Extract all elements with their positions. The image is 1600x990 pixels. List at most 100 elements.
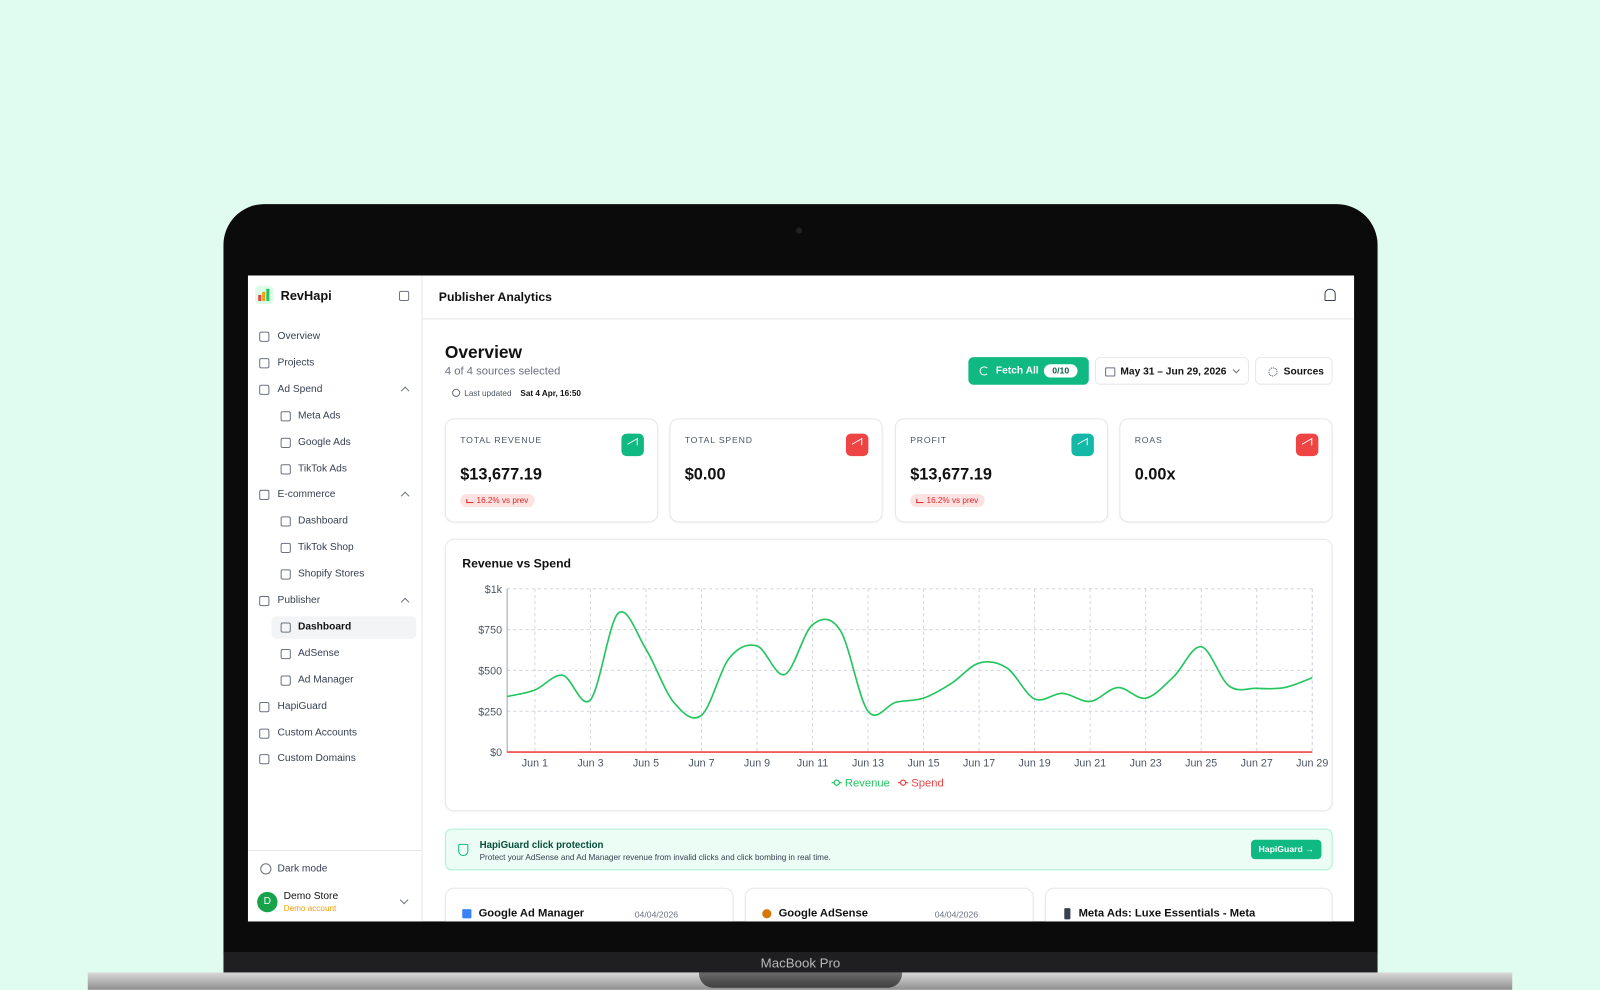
nav-label: Publisher [277, 594, 321, 607]
nav-item[interactable]: Custom Accounts [254, 722, 416, 744]
source-card[interactable]: Meta Ads: Luxe Essentials - Meta [1044, 887, 1333, 922]
nav-item[interactable]: HapiGuard [254, 696, 416, 718]
collapse-button[interactable] [398, 290, 410, 302]
nav-label: Overview [277, 330, 321, 342]
nav-item[interactable]: Shopify Stores [271, 563, 416, 585]
hapiguard-banner: HapiGuard click protection Protect your … [444, 828, 1333, 871]
x-tick-label: Jun 27 [1241, 757, 1273, 769]
nav-icon [280, 543, 291, 554]
chart: Revenue vs Spend Jun 1 Jun 3 Jun 5 Jun 7 Jun … [462, 556, 1328, 790]
nav-label: Ad Manager [297, 674, 354, 686]
x-tick-label: Jun 19 [1019, 757, 1051, 769]
kpi-icon [621, 433, 644, 457]
x-tick-label: Jun 29 [1296, 757, 1328, 769]
legend-label: Revenue [845, 778, 890, 790]
x-tick-label: Jun 5 [633, 757, 659, 769]
icon-glyph [627, 437, 638, 451]
nav-icon [259, 595, 270, 607]
avatar: D [257, 891, 278, 913]
kpi-label: ROAS [1134, 434, 1163, 445]
banner-text: Protect your AdSense and Ad Manager reve… [479, 853, 831, 863]
source-card[interactable]: Google AdSense 04/04/2026 [744, 887, 1034, 922]
nav-icon [259, 331, 270, 342]
nav-label: TikTok Shop [297, 542, 354, 554]
logo [255, 285, 274, 305]
nav-label: Custom Domains [277, 753, 356, 765]
nav-icon [280, 648, 291, 659]
nav-icon [280, 675, 291, 686]
nav-item[interactable]: Custom Domains [254, 748, 416, 770]
last-updated-label: Last updated [464, 388, 512, 398]
kpi-value: 0.00x [1134, 466, 1176, 484]
trend-icon [916, 498, 924, 504]
divider [247, 849, 422, 852]
kpi-icon [1071, 433, 1094, 457]
source-card[interactable]: Google Ad Manager 04/04/2026 [444, 887, 734, 922]
nav-item[interactable]: AdSense [271, 643, 416, 665]
nav-item[interactable]: Projects [254, 352, 416, 374]
x-tick-label: Jun 3 [577, 757, 603, 769]
kpi-label: TOTAL SPEND [684, 434, 753, 445]
icon-glyph [852, 437, 863, 451]
banner-button[interactable]: HapiGuard → [1251, 839, 1322, 860]
dark-mode[interactable]: Dark mode [277, 863, 328, 875]
kpi-label: PROFIT [910, 434, 947, 445]
fetch-all-button[interactable]: Fetch All 0/10 [968, 357, 1089, 385]
date-range-button[interactable]: May 31 – Jun 29, 2026 [1094, 357, 1249, 385]
nav-item[interactable]: Dashboard [271, 616, 417, 639]
sources-button[interactable]: Sources [1255, 357, 1333, 385]
nav-item[interactable]: E-commerce [254, 484, 416, 506]
overview-subtitle: 4 of 4 sources selected [444, 365, 561, 378]
nav-item[interactable]: Meta Ads [271, 405, 416, 427]
nav-icon [280, 622, 291, 633]
nav-label: AdSense [297, 647, 340, 659]
date-range: May 31 – Jun 29, 2026 [1120, 366, 1227, 378]
nav-icon [280, 516, 291, 527]
brand: RevHapi [280, 288, 332, 304]
nav-item[interactable]: Ad Manager [271, 669, 416, 691]
nav-item[interactable]: Google Ads [271, 431, 416, 453]
nav-item[interactable]: Ad Spend [254, 378, 416, 400]
nav-item[interactable]: Dashboard [271, 511, 416, 533]
page-title: Publisher Analytics [438, 289, 552, 305]
kpi-icon [1295, 433, 1319, 457]
kpi-value: $13,677.19 [460, 466, 542, 484]
nav-icon [259, 358, 270, 369]
x-tick-label: Jun 25 [1185, 757, 1217, 769]
nav-label: Projects [277, 357, 315, 369]
x-tick-label: Jun 9 [744, 757, 770, 769]
line-series [506, 610, 1313, 719]
nav-icon [259, 701, 270, 712]
laptop-label: MacBook Pro [223, 952, 1378, 975]
nav-icon [280, 569, 291, 580]
nav-label: Dashboard [297, 621, 352, 633]
nav-item[interactable]: Overview [254, 326, 416, 348]
chart-title: Revenue vs Spend [462, 556, 571, 570]
account-name[interactable]: Demo Store [283, 890, 339, 903]
shield-icon [458, 843, 469, 857]
x-tick-label: Jun 17 [963, 757, 995, 769]
nav-icon [259, 728, 270, 739]
x-tick-label: Jun 13 [852, 757, 884, 769]
overview-title: Overview [444, 342, 523, 363]
nav-label: TikTok Ads [297, 462, 347, 474]
nav-label: Shopify Stores [297, 568, 365, 580]
kpi-change: 16.2% vs prev [460, 493, 535, 508]
nav-item[interactable]: Publisher [254, 590, 416, 612]
nav-label: Dashboard [297, 515, 348, 527]
trend-icon [466, 498, 474, 504]
clock-icon [452, 388, 461, 397]
source-name: Google Ad Manager [478, 907, 585, 920]
nav-item[interactable]: TikTok Shop [271, 537, 416, 559]
bell-icon[interactable] [1324, 288, 1336, 302]
laptop-notch [698, 972, 903, 988]
nav-label: E-commerce [277, 489, 336, 501]
y-tick-label: $1k [485, 584, 503, 596]
nav-label: Ad Spend [277, 383, 323, 395]
nav-icon [280, 410, 291, 422]
last-updated: Sat 4 Apr, 16:50 [520, 388, 581, 398]
nav-item[interactable]: TikTok Ads [271, 458, 416, 480]
nav-icon [280, 463, 291, 474]
